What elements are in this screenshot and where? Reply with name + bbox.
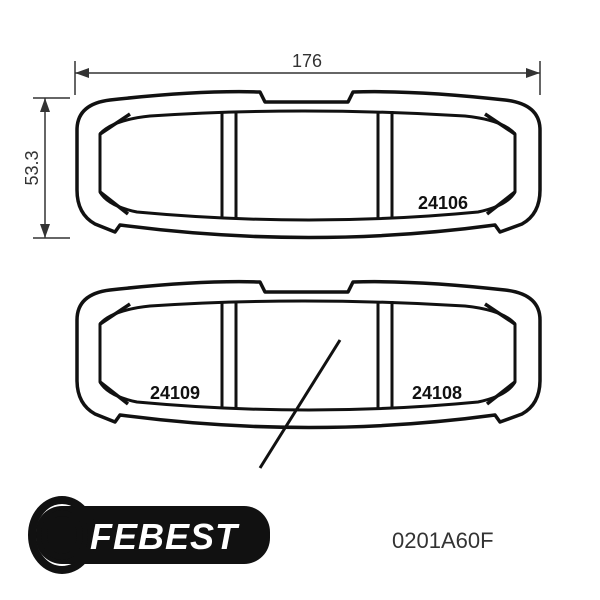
dim-height-value: 53.3	[22, 150, 42, 185]
part-no-24109: 24109	[150, 383, 200, 403]
dim-width-value: 176	[292, 51, 322, 71]
brand-name: FEBEST	[90, 516, 240, 557]
wear-indicator-line	[260, 340, 340, 468]
brake-pad-bottom	[77, 282, 540, 428]
part-no-24106: 24106	[418, 193, 468, 213]
dimension-height: 53.3	[22, 98, 70, 238]
brand-logo: FEBEST	[32, 500, 270, 570]
product-code: 0201A60F	[392, 528, 494, 553]
part-no-24108: 24108	[412, 383, 462, 403]
dimension-width: 176	[75, 51, 540, 95]
brake-pad-top	[77, 92, 540, 238]
